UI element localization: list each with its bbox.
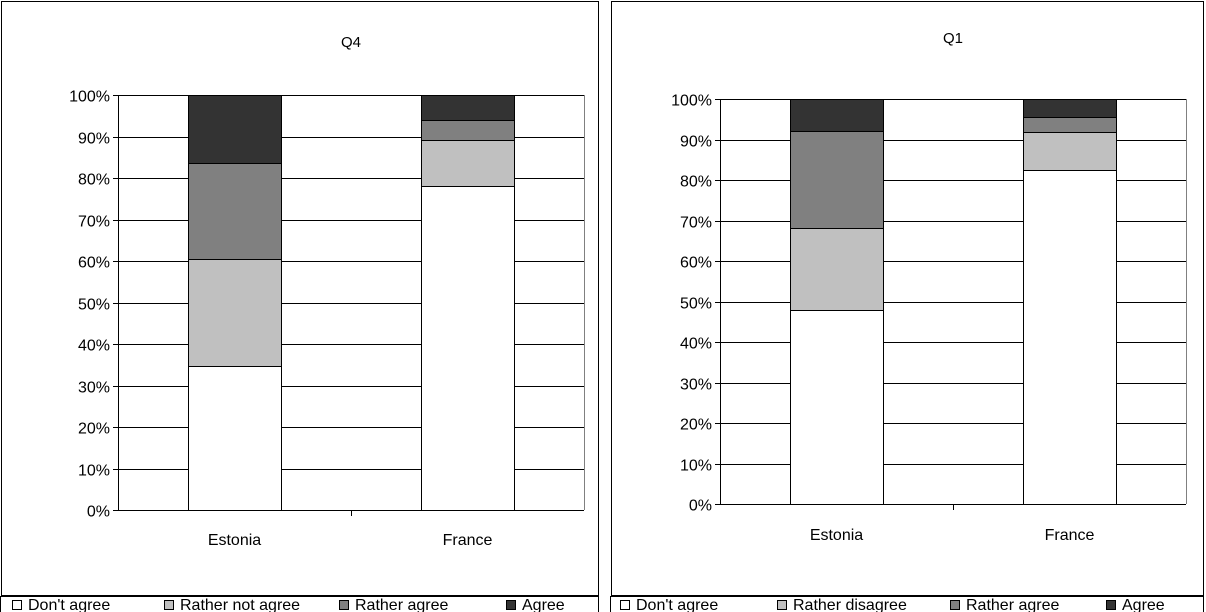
chart-1-bar-estonia-series-4 bbox=[188, 95, 282, 164]
chart-2-ytick-label: 50% bbox=[680, 296, 712, 313]
chart-2-legend-swatch bbox=[777, 600, 787, 610]
chart-1-ytick-label: 10% bbox=[78, 463, 110, 480]
chart-2-bar-france-series-3 bbox=[1023, 117, 1117, 133]
chart-2-bar-france-series-1 bbox=[1023, 170, 1117, 505]
chart-2-ytick-label: 90% bbox=[680, 134, 712, 151]
chart-1-legend-swatch bbox=[339, 600, 349, 610]
chart-1-bar-france-series-3 bbox=[421, 120, 515, 141]
chart-1-legend-label: Don't agree bbox=[28, 597, 110, 612]
chart-2-bar-estonia-series-2 bbox=[790, 228, 884, 311]
chart-1-legend bbox=[0, 596, 599, 612]
chart-1-ytick-label: 70% bbox=[78, 214, 110, 231]
chart-1-legend-label: Rather not agree bbox=[180, 597, 300, 612]
chart-1-ytick-label: 40% bbox=[78, 338, 110, 355]
chart-2-bar-france-series-2 bbox=[1023, 132, 1117, 171]
chart-1-ytick-label: 100% bbox=[69, 89, 110, 106]
chart-1-bar-france-series-4 bbox=[421, 95, 515, 121]
chart-1-bar-france-series-1 bbox=[421, 186, 515, 511]
chart-1-ytick-label: 90% bbox=[78, 131, 110, 148]
chart-1-title: Q4 bbox=[341, 34, 361, 51]
chart-2-ytick-label: 100% bbox=[671, 93, 712, 110]
chart-1-bar-france-series-2 bbox=[421, 140, 515, 187]
chart-1-bar-estonia-series-3 bbox=[188, 163, 282, 260]
chart-q4: Q4 0% 10% 20% 30% 40% 50% 60% 70% 80% 90% 100% Eston… bbox=[0, 1, 599, 612]
chart-2-legend-swatch bbox=[1106, 600, 1116, 610]
chart-2-legend-label: Rather agree bbox=[966, 597, 1059, 612]
chart-2-legend-label: Rather disagree bbox=[793, 597, 907, 612]
chart-q1: Q1 0% 10% 20% 30% 40% 50% 60% 70% 80% 90% 100% Eston… bbox=[610, 1, 1204, 612]
chart-2-legend bbox=[610, 596, 1204, 612]
chart-2-bar-estonia-series-1 bbox=[790, 310, 884, 505]
chart-2-legend-label: Don't agree bbox=[636, 597, 718, 612]
chart-2-ytick-label: 20% bbox=[680, 417, 712, 434]
chart-1-ytick-label: 60% bbox=[78, 255, 110, 272]
chart-1-legend-label: Agree bbox=[522, 597, 565, 612]
chart-1-ytick-label: 20% bbox=[78, 421, 110, 438]
chart-2-bar-estonia-series-3 bbox=[790, 131, 884, 229]
chart-2-category-label: Estonia bbox=[810, 527, 863, 544]
chart-1-ytick-label: 80% bbox=[78, 172, 110, 189]
chart-2-legend-swatch bbox=[620, 600, 630, 610]
chart-2-bar-estonia-series-4 bbox=[790, 99, 884, 132]
chart-2-title: Q1 bbox=[943, 30, 963, 47]
chart-2-ytick-label: 80% bbox=[680, 174, 712, 191]
chart-2-ytick-label: 70% bbox=[680, 215, 712, 232]
chart-1-ytick-label: 50% bbox=[78, 297, 110, 314]
chart-1-legend-swatch bbox=[164, 600, 174, 610]
chart-2-category-label: France bbox=[1045, 527, 1095, 544]
chart-1-bar-estonia-series-2 bbox=[188, 259, 282, 367]
chart-2-ytick-label: 40% bbox=[680, 336, 712, 353]
chart-1-legend-swatch bbox=[506, 600, 516, 610]
chart-1-legend-label: Rather agree bbox=[355, 597, 448, 612]
chart-2-ytick-label: 30% bbox=[680, 377, 712, 394]
chart-2-ytick-label: 10% bbox=[680, 458, 712, 475]
chart-1-ytick-label: 30% bbox=[78, 380, 110, 397]
chart-1-category-label: Estonia bbox=[208, 532, 261, 549]
chart-2-bar-france-series-4 bbox=[1023, 99, 1117, 118]
chart-1-legend-swatch bbox=[12, 600, 22, 610]
chart-1-bar-estonia-series-1 bbox=[188, 366, 282, 511]
chart-2-ytick-label: 0% bbox=[689, 498, 712, 515]
chart-2-legend-label: Agree bbox=[1122, 597, 1165, 612]
chart-2-ytick-label: 60% bbox=[680, 255, 712, 272]
chart-1-category-label: France bbox=[443, 532, 493, 549]
chart-2-legend-swatch bbox=[950, 600, 960, 610]
chart-1-ytick-label: 0% bbox=[87, 504, 110, 521]
